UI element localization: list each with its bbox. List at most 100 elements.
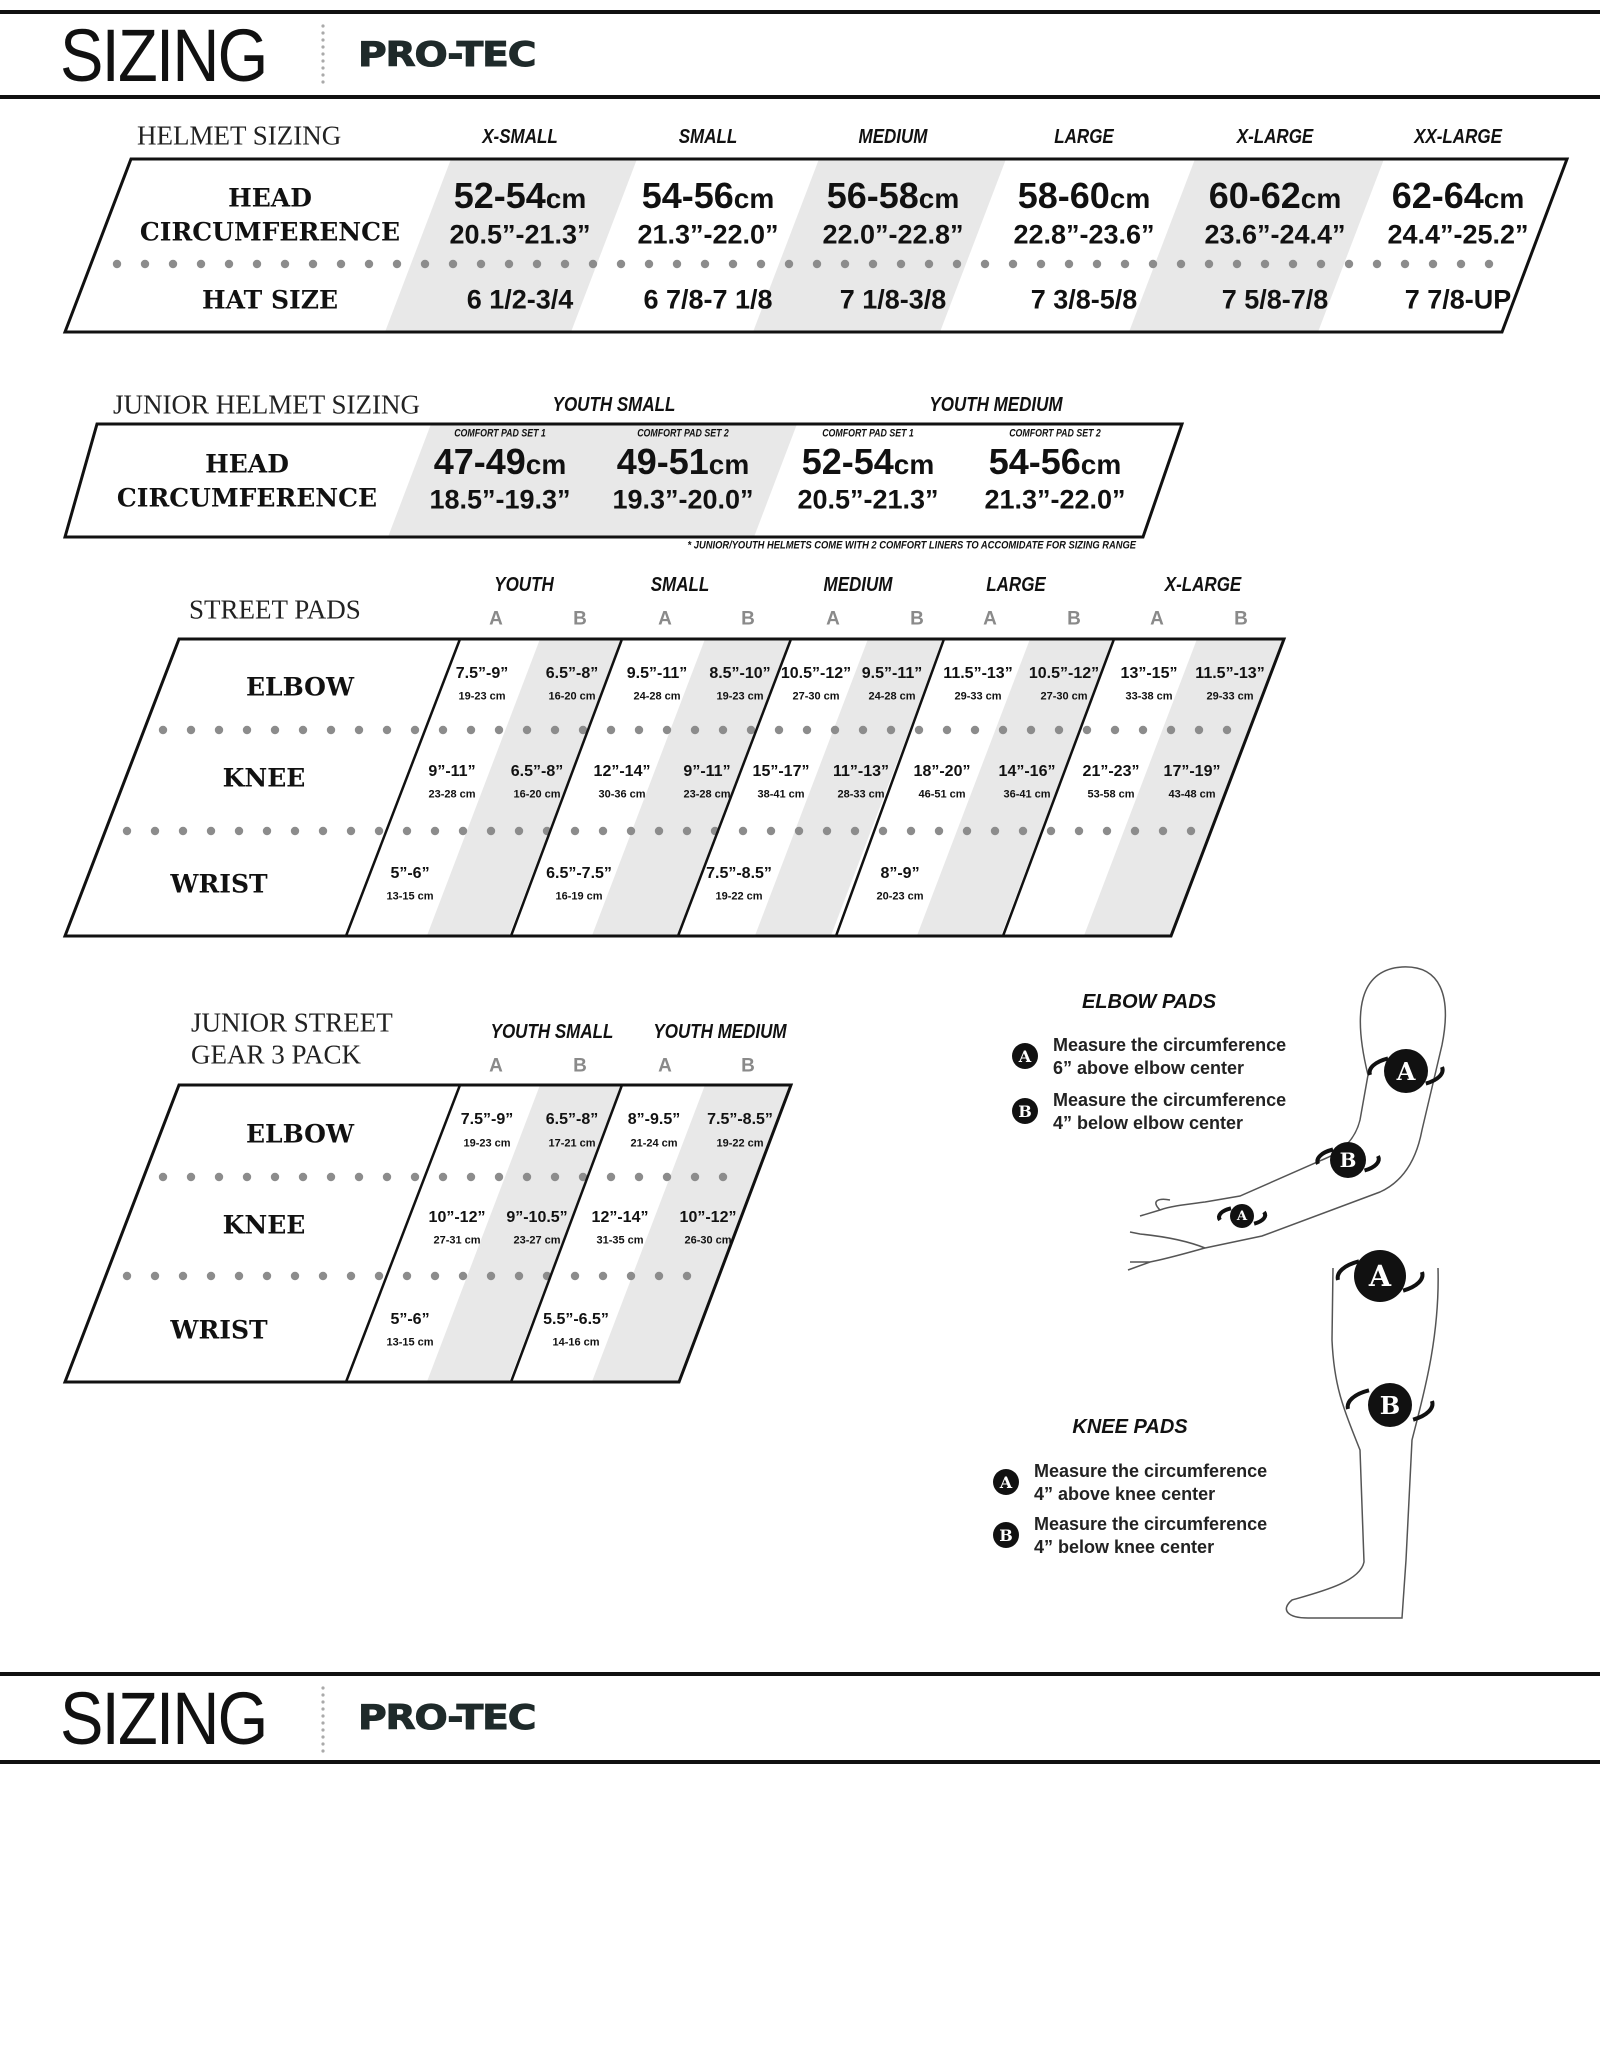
street-pads-row-divider-dot bbox=[514, 826, 524, 836]
street-pads-row-divider-dot bbox=[802, 725, 812, 735]
junior-gear-row-divider-dot bbox=[298, 1172, 308, 1182]
street-pads-row-divider-dot bbox=[1138, 725, 1148, 735]
helmet-size-header: MEDIUM bbox=[858, 126, 928, 148]
footer-separator-dot bbox=[321, 1728, 325, 1732]
street-pads-row-divider-dot bbox=[970, 725, 980, 735]
helmet-row-divider-dot bbox=[1456, 259, 1466, 269]
street-pads-row-divider-dot bbox=[374, 826, 384, 836]
elbow-inch-range: 6.5”-8” bbox=[545, 665, 599, 682]
junior-helmet-size-header: YOUTH SMALL bbox=[552, 394, 676, 416]
street-pads-row-divider-dot bbox=[578, 725, 588, 735]
helmet-row-divider-dot bbox=[1400, 259, 1410, 269]
cm-value: 47-49 bbox=[433, 441, 526, 482]
measure-point-label: B bbox=[741, 1055, 755, 1077]
street-pads-row-divider-dot bbox=[242, 725, 252, 735]
street-pads-row-divider-dot bbox=[186, 725, 196, 735]
helmet-row-divider-dot bbox=[644, 259, 654, 269]
guide-badge-elbow: B bbox=[1012, 1098, 1038, 1124]
cm-value: 56-58 bbox=[826, 175, 919, 216]
junior-gear-row-divider-dot bbox=[262, 1271, 272, 1281]
measure-point-label: A bbox=[489, 608, 503, 630]
junior-gear-row-divider-dot bbox=[158, 1172, 168, 1182]
junior-gear-row-divider-dot bbox=[214, 1172, 224, 1182]
helmet-row-divider-dot bbox=[532, 259, 542, 269]
knee-inch-range: 17”-19” bbox=[1163, 763, 1221, 780]
diagram-badge: A bbox=[1230, 1204, 1254, 1228]
street-pads-row-divider-dot bbox=[794, 826, 804, 836]
measure-point-label: A bbox=[658, 1055, 672, 1077]
guide-instruction: 6” above elbow center bbox=[1053, 1058, 1245, 1078]
measure-arrow-icon bbox=[1345, 1388, 1370, 1410]
street-pads-row-divider-dot bbox=[598, 826, 608, 836]
helmet-row-divider-dot bbox=[924, 259, 934, 269]
header-separator-dot bbox=[321, 80, 325, 84]
elbow-cm-range: 21-24 cm bbox=[630, 1137, 678, 1150]
knee-inch-range: 9”-10.5” bbox=[506, 1209, 568, 1226]
helmet-row-divider-dot bbox=[448, 259, 458, 269]
helmet-shaded-column bbox=[753, 159, 1006, 332]
junior-gear-row-divider-dot bbox=[606, 1172, 616, 1182]
helmet-row-divider-dot bbox=[868, 259, 878, 269]
junior-gear-shaded-column bbox=[426, 1085, 622, 1382]
helmet-row-divider-dot bbox=[700, 259, 710, 269]
junior-gear-row-divider-dot bbox=[494, 1172, 504, 1182]
helmet-row-divider-dot bbox=[1232, 259, 1242, 269]
street-pads-row-divider-dot bbox=[486, 826, 496, 836]
street-pads-row-divider-dot bbox=[886, 725, 896, 735]
junior-helmet-cm-range: 54-56cm bbox=[989, 444, 1122, 480]
junior-gear-row-divider-dot bbox=[326, 1172, 336, 1182]
knee-cm-range: 26-30 cm bbox=[684, 1234, 732, 1247]
junior-gear-row-divider-dot bbox=[550, 1172, 560, 1182]
street-pads-row-label-knee: KNEE bbox=[222, 763, 306, 793]
wrist-inch-range: 8”-9” bbox=[880, 865, 920, 882]
helmet-title: HELMET SIZING bbox=[137, 120, 342, 151]
guide-instruction: Measure the circumference bbox=[1034, 1514, 1268, 1534]
guide-instruction: 4” above knee center bbox=[1034, 1484, 1216, 1504]
elbow-cm-range: 33-38 cm bbox=[1125, 690, 1173, 703]
helmet-row-divider-dot bbox=[1344, 259, 1354, 269]
street-pads-row-divider-dot bbox=[178, 826, 188, 836]
elbow-inch-range: 8.5”-10” bbox=[709, 665, 771, 682]
street-pads-row-divider-dot bbox=[234, 826, 244, 836]
header-separator-dot bbox=[321, 24, 325, 28]
helmet-shaded-column bbox=[385, 159, 637, 332]
helmet-row-divider-dot bbox=[1064, 259, 1074, 269]
leg-illustration bbox=[1285, 1267, 1439, 1619]
elbow-inch-range: 10.5”-12” bbox=[1028, 665, 1100, 682]
street-pads-row-divider-dot bbox=[206, 826, 216, 836]
street-pads-row-divider-dot bbox=[1110, 725, 1120, 735]
wrist-cm-range: 13-15 cm bbox=[386, 890, 434, 903]
street-pads-row-divider-dot bbox=[1158, 826, 1168, 836]
header-brand-logo: PRO-TEC bbox=[357, 34, 537, 75]
helmet-row-divider-dot bbox=[1036, 259, 1046, 269]
helmet-cm-range: 52-54cm bbox=[454, 178, 587, 214]
junior-gear-row-divider-dot bbox=[570, 1271, 580, 1281]
helmet-row-divider-dot bbox=[1316, 259, 1326, 269]
junior-gear-row-divider-dot bbox=[150, 1271, 160, 1281]
street-pads-row-divider-dot bbox=[1082, 725, 1092, 735]
junior-helmet-cm-range: 47-49cm bbox=[434, 444, 567, 480]
junior-gear-row-divider-dot bbox=[382, 1172, 392, 1182]
helmet-row-label-circumference: CIRCUMFERENCE bbox=[139, 217, 401, 247]
junior-gear-row-divider-dot bbox=[522, 1172, 532, 1182]
elbow-inch-range: 9.5”-11” bbox=[626, 665, 688, 682]
elbow-inch-range: 8”-9.5” bbox=[627, 1111, 681, 1128]
street-pads-row-divider-dot bbox=[430, 826, 440, 836]
knee-inch-range: 10”-12” bbox=[679, 1209, 737, 1226]
street-pads-row-divider-dot bbox=[738, 826, 748, 836]
street-pads-row-divider-dot bbox=[1026, 725, 1036, 735]
measure-arrow-icon bbox=[1367, 1056, 1389, 1076]
knee-cm-range: 36-41 cm bbox=[1003, 788, 1051, 801]
street-pads-row-divider-dot bbox=[858, 725, 868, 735]
street-pads-size-header: LARGE bbox=[986, 574, 1046, 596]
helmet-row-divider-dot bbox=[392, 259, 402, 269]
helmet-row-divider-dot bbox=[1008, 259, 1018, 269]
street-pads-row-divider-dot bbox=[942, 725, 952, 735]
helmet-hat-size: 7 3/8-5/8 bbox=[1030, 284, 1138, 315]
measure-point-label: B bbox=[1067, 608, 1081, 630]
street-pads-title: STREET PADS bbox=[189, 594, 361, 625]
wrist-cm-range: 16-19 cm bbox=[555, 890, 603, 903]
cm-value: 62-64 bbox=[1391, 175, 1484, 216]
helmet-size-header: LARGE bbox=[1054, 126, 1114, 148]
helmet-size-header: X-LARGE bbox=[1236, 126, 1314, 148]
